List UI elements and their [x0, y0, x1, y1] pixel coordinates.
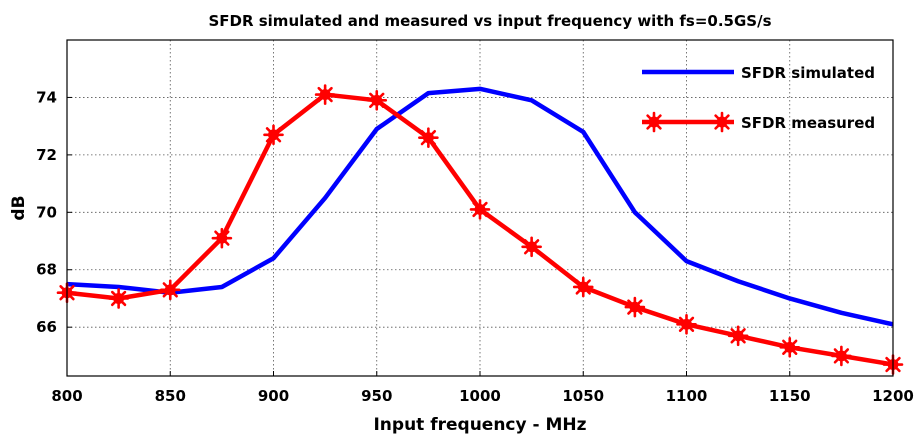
legend-entry: SFDR measured	[642, 111, 875, 133]
legend: SFDR simulated SFDR measured	[642, 64, 875, 133]
legend-label: SFDR simulated	[741, 64, 875, 82]
y-tick-label: 68	[36, 261, 57, 279]
tick-labels: 800 850 900 950 1000 1050 1100 1150 1200 66 68 70 72…	[36, 88, 914, 405]
x-tick-label: 1000	[459, 387, 501, 405]
legend-entry: SFDR simulated	[642, 64, 875, 82]
measured-point	[159, 279, 181, 301]
x-tick-label: 800	[51, 387, 82, 405]
x-tick-label: 850	[155, 387, 186, 405]
measured-point	[108, 288, 129, 309]
y-axis-label: dB	[9, 195, 29, 220]
y-tick-label: 70	[36, 203, 57, 221]
measured-point	[469, 199, 491, 220]
series-layer	[56, 84, 904, 375]
measured-point	[727, 325, 749, 347]
x-tick-label: 950	[361, 387, 392, 405]
series-simulated-line	[66, 86, 894, 327]
measured-point	[418, 127, 439, 148]
legend-marker	[643, 111, 665, 133]
measured-point	[676, 314, 697, 335]
legend-marker	[711, 111, 733, 133]
x-tick-label: 1150	[769, 387, 811, 405]
x-axis-label: Input frequency - MHz	[373, 415, 586, 435]
measured-point	[572, 276, 594, 298]
y-tick-label: 72	[36, 146, 57, 164]
measured-point	[831, 345, 852, 367]
measured-point	[779, 336, 801, 358]
measured-point	[263, 124, 284, 146]
measured-point	[211, 227, 233, 249]
x-tick-label: 1100	[666, 387, 708, 405]
legend-label: SFDR measured	[741, 114, 875, 132]
measured-point	[314, 84, 336, 105]
x-tick-label: 1050	[562, 387, 604, 405]
x-tick-label: 1200	[872, 387, 914, 405]
measured-point	[624, 296, 646, 318]
measured-point	[521, 236, 542, 258]
chart-title: SFDR simulated and measured vs input fre…	[208, 12, 771, 30]
plot-frame	[66, 39, 894, 377]
y-tick-label: 74	[36, 88, 57, 106]
y-tick-label: 66	[36, 318, 57, 336]
x-tick-label: 900	[258, 387, 289, 405]
measured-point	[366, 90, 388, 111]
